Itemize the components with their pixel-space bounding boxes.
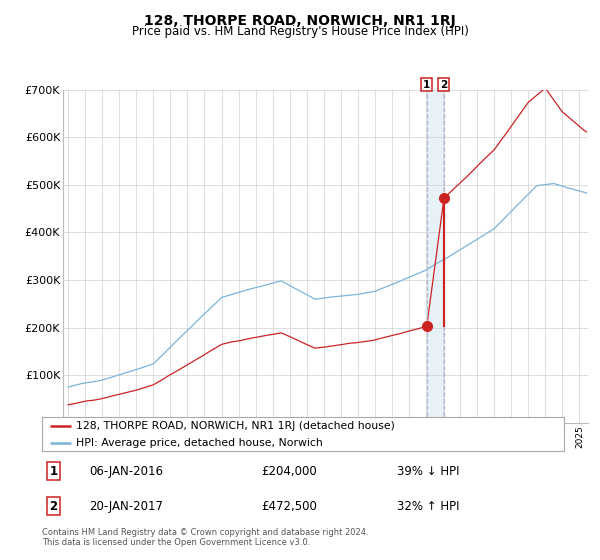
Bar [427,90,444,423]
Text: 06-JAN-2016: 06-JAN-2016 [89,465,163,478]
Text: 2: 2 [49,500,58,512]
Text: HPI: Average price, detached house, Norwich: HPI: Average price, detached house, Norw… [76,438,323,449]
Text: 128, THORPE ROAD, NORWICH, NR1 1RJ: 128, THORPE ROAD, NORWICH, NR1 1RJ [144,14,456,28]
Text: 1: 1 [49,465,58,478]
Text: 20-JAN-2017: 20-JAN-2017 [89,500,163,512]
Text: 39% ↓ HPI: 39% ↓ HPI [397,465,460,478]
Text: Price paid vs. HM Land Registry's House Price Index (HPI): Price paid vs. HM Land Registry's House … [131,25,469,38]
Text: 2: 2 [440,80,448,90]
Text: Contains HM Land Registry data © Crown copyright and database right 2024.
This d: Contains HM Land Registry data © Crown c… [42,528,368,547]
Text: 128, THORPE ROAD, NORWICH, NR1 1RJ (detached house): 128, THORPE ROAD, NORWICH, NR1 1RJ (deta… [76,421,395,431]
Text: 32% ↑ HPI: 32% ↑ HPI [397,500,460,512]
Text: £204,000: £204,000 [261,465,317,478]
Text: 1: 1 [423,80,430,90]
Text: £472,500: £472,500 [261,500,317,512]
